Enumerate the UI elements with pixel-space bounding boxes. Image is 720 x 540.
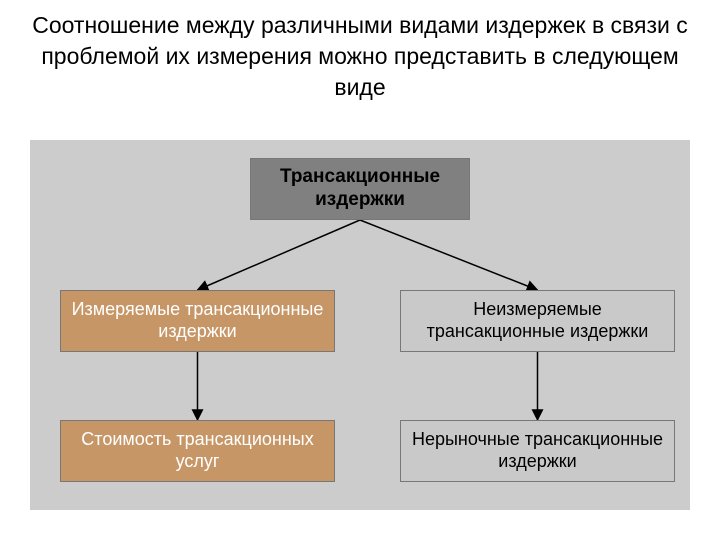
node-right2: Нерыночные трансакционные издержки <box>400 420 675 482</box>
node-root: Трансакционные издержки <box>250 158 470 220</box>
node-label: Измеряемые трансакционные издержки <box>67 299 328 342</box>
node-label: Трансакционные издержки <box>257 166 463 212</box>
edge-root-left1 <box>198 220 361 290</box>
node-left1: Измеряемые трансакционные издержки <box>60 290 335 352</box>
node-label: Нерыночные трансакционные издержки <box>407 429 668 472</box>
node-right1: Неизмеряемые трансакционные издержки <box>400 290 675 352</box>
slide-title: Соотношение между различными видами изде… <box>0 0 720 111</box>
node-label: Неизмеряемые трансакционные издержки <box>407 299 668 342</box>
node-label: Стоимость трансакционных услуг <box>67 429 328 472</box>
diagram-area: Трансакционные издержки Измеряемые транса… <box>30 140 690 510</box>
node-left2: Стоимость трансакционных услуг <box>60 420 335 482</box>
edge-root-right1 <box>360 220 538 290</box>
slide: Соотношение между различными видами изде… <box>0 0 720 540</box>
